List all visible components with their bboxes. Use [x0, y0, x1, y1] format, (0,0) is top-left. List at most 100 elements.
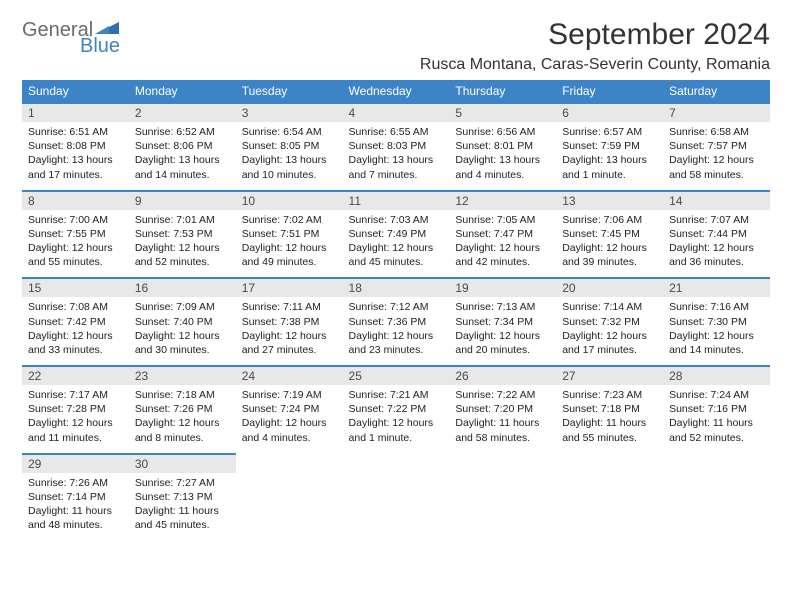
sunset-line: Sunset: 7:18 PM	[562, 402, 657, 416]
day-data-cell	[236, 473, 343, 541]
sunset-line: Sunset: 7:49 PM	[349, 227, 444, 241]
day-number-cell: 24	[236, 366, 343, 385]
sunset-line: Sunset: 7:57 PM	[669, 139, 764, 153]
sunrise-line: Sunrise: 7:22 AM	[455, 388, 550, 402]
daylight-line: Daylight: 12 hours and 8 minutes.	[135, 416, 230, 444]
sunset-line: Sunset: 7:34 PM	[455, 315, 550, 329]
daylight-line: Daylight: 12 hours and 52 minutes.	[135, 241, 230, 269]
data-row: Sunrise: 7:26 AMSunset: 7:14 PMDaylight:…	[22, 473, 770, 541]
day-number-cell: 16	[129, 278, 236, 297]
sunrise-line: Sunrise: 6:54 AM	[242, 125, 337, 139]
daylight-line: Daylight: 11 hours and 58 minutes.	[455, 416, 550, 444]
sunrise-line: Sunrise: 7:06 AM	[562, 213, 657, 227]
weekday-header: Tuesday	[236, 80, 343, 103]
daylight-line: Daylight: 13 hours and 14 minutes.	[135, 153, 230, 181]
sunrise-line: Sunrise: 7:01 AM	[135, 213, 230, 227]
sunrise-line: Sunrise: 6:51 AM	[28, 125, 123, 139]
daylight-line: Daylight: 11 hours and 52 minutes.	[669, 416, 764, 444]
sunset-line: Sunset: 8:08 PM	[28, 139, 123, 153]
day-number-cell: 12	[449, 191, 556, 210]
daylight-line: Daylight: 12 hours and 20 minutes.	[455, 329, 550, 357]
sunrise-line: Sunrise: 7:09 AM	[135, 300, 230, 314]
day-data-cell: Sunrise: 7:22 AMSunset: 7:20 PMDaylight:…	[449, 385, 556, 454]
daylight-line: Daylight: 12 hours and 30 minutes.	[135, 329, 230, 357]
day-number-cell: 8	[22, 191, 129, 210]
sunrise-line: Sunrise: 7:07 AM	[669, 213, 764, 227]
sunset-line: Sunset: 7:32 PM	[562, 315, 657, 329]
day-number-cell: 7	[663, 103, 770, 122]
page-title: September 2024	[420, 18, 770, 52]
sunset-line: Sunset: 7:24 PM	[242, 402, 337, 416]
day-number-cell: 3	[236, 103, 343, 122]
daylight-line: Daylight: 12 hours and 4 minutes.	[242, 416, 337, 444]
location: Rusca Montana, Caras-Severin County, Rom…	[420, 56, 770, 74]
day-data-cell: Sunrise: 6:51 AMSunset: 8:08 PMDaylight:…	[22, 122, 129, 191]
sunrise-line: Sunrise: 7:17 AM	[28, 388, 123, 402]
day-number-cell: 11	[343, 191, 450, 210]
day-data-cell: Sunrise: 7:09 AMSunset: 7:40 PMDaylight:…	[129, 297, 236, 366]
day-data-cell: Sunrise: 7:00 AMSunset: 7:55 PMDaylight:…	[22, 210, 129, 279]
daylight-line: Daylight: 12 hours and 36 minutes.	[669, 241, 764, 269]
day-data-cell: Sunrise: 7:01 AMSunset: 7:53 PMDaylight:…	[129, 210, 236, 279]
sunrise-line: Sunrise: 7:03 AM	[349, 213, 444, 227]
daylight-line: Daylight: 12 hours and 45 minutes.	[349, 241, 444, 269]
sunset-line: Sunset: 7:28 PM	[28, 402, 123, 416]
day-number-cell: 27	[556, 366, 663, 385]
day-number-cell: 21	[663, 278, 770, 297]
day-number-cell: 13	[556, 191, 663, 210]
sunrise-line: Sunrise: 6:52 AM	[135, 125, 230, 139]
day-number-cell: 6	[556, 103, 663, 122]
daylight-line: Daylight: 11 hours and 45 minutes.	[135, 504, 230, 532]
sunset-line: Sunset: 7:42 PM	[28, 315, 123, 329]
sunrise-line: Sunrise: 7:18 AM	[135, 388, 230, 402]
daylight-line: Daylight: 11 hours and 48 minutes.	[28, 504, 123, 532]
day-data-cell: Sunrise: 6:52 AMSunset: 8:06 PMDaylight:…	[129, 122, 236, 191]
day-number-cell	[449, 454, 556, 473]
title-block: September 2024 Rusca Montana, Caras-Seve…	[420, 18, 770, 74]
day-number-cell: 1	[22, 103, 129, 122]
sunrise-line: Sunrise: 7:11 AM	[242, 300, 337, 314]
daylight-line: Daylight: 12 hours and 58 minutes.	[669, 153, 764, 181]
sunset-line: Sunset: 7:30 PM	[669, 315, 764, 329]
day-data-cell: Sunrise: 6:57 AMSunset: 7:59 PMDaylight:…	[556, 122, 663, 191]
sunset-line: Sunset: 7:22 PM	[349, 402, 444, 416]
sunrise-line: Sunrise: 7:16 AM	[669, 300, 764, 314]
day-number-cell: 14	[663, 191, 770, 210]
day-data-cell: Sunrise: 7:06 AMSunset: 7:45 PMDaylight:…	[556, 210, 663, 279]
daylight-line: Daylight: 12 hours and 17 minutes.	[562, 329, 657, 357]
day-number-cell: 4	[343, 103, 450, 122]
daylight-line: Daylight: 12 hours and 1 minute.	[349, 416, 444, 444]
data-row: Sunrise: 7:00 AMSunset: 7:55 PMDaylight:…	[22, 210, 770, 279]
sunset-line: Sunset: 7:47 PM	[455, 227, 550, 241]
day-number-cell: 10	[236, 191, 343, 210]
sunset-line: Sunset: 7:40 PM	[135, 315, 230, 329]
day-data-cell: Sunrise: 7:13 AMSunset: 7:34 PMDaylight:…	[449, 297, 556, 366]
day-data-cell: Sunrise: 7:23 AMSunset: 7:18 PMDaylight:…	[556, 385, 663, 454]
sunset-line: Sunset: 7:51 PM	[242, 227, 337, 241]
sunset-line: Sunset: 7:53 PM	[135, 227, 230, 241]
daynum-row: 1234567	[22, 103, 770, 122]
day-number-cell: 29	[22, 454, 129, 473]
day-data-cell: Sunrise: 6:54 AMSunset: 8:05 PMDaylight:…	[236, 122, 343, 191]
day-number-cell: 17	[236, 278, 343, 297]
day-data-cell: Sunrise: 7:03 AMSunset: 7:49 PMDaylight:…	[343, 210, 450, 279]
daylight-line: Daylight: 13 hours and 10 minutes.	[242, 153, 337, 181]
day-data-cell: Sunrise: 7:19 AMSunset: 7:24 PMDaylight:…	[236, 385, 343, 454]
day-data-cell: Sunrise: 6:58 AMSunset: 7:57 PMDaylight:…	[663, 122, 770, 191]
data-row: Sunrise: 7:17 AMSunset: 7:28 PM Daylight:…	[22, 385, 770, 454]
daylight-line: Daylight: 13 hours and 7 minutes.	[349, 153, 444, 181]
day-number-cell	[236, 454, 343, 473]
sunset-line: Sunset: 7:26 PM	[135, 402, 230, 416]
daylight-line: Daylight: 13 hours and 17 minutes.	[28, 153, 123, 181]
daylight-line: Daylight: 13 hours and 4 minutes.	[455, 153, 550, 181]
day-number-cell: 22	[22, 366, 129, 385]
day-data-cell: Sunrise: 7:14 AMSunset: 7:32 PMDaylight:…	[556, 297, 663, 366]
day-number-cell	[663, 454, 770, 473]
sunrise-line: Sunrise: 6:57 AM	[562, 125, 657, 139]
sunrise-line: Sunrise: 6:58 AM	[669, 125, 764, 139]
daylight-line: Daylight: 13 hours and 1 minute.	[562, 153, 657, 181]
day-number-cell: 18	[343, 278, 450, 297]
sunrise-line: Sunrise: 7:12 AM	[349, 300, 444, 314]
sunset-line: Sunset: 7:14 PM	[28, 490, 123, 504]
sunrise-line: Sunrise: 7:14 AM	[562, 300, 657, 314]
